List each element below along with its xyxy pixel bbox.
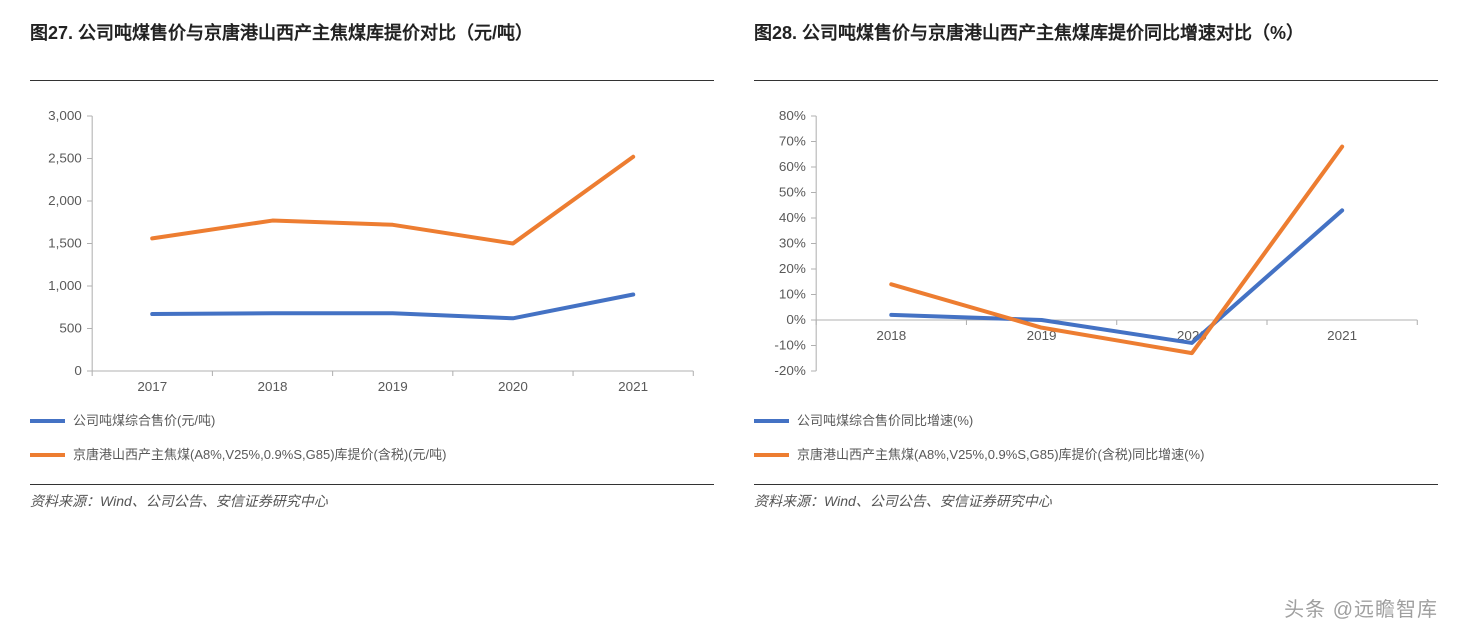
svg-text:2019: 2019: [378, 379, 408, 394]
svg-text:50%: 50%: [779, 185, 806, 200]
svg-text:20%: 20%: [779, 261, 806, 276]
svg-text:2021: 2021: [618, 379, 648, 394]
svg-text:10%: 10%: [779, 287, 806, 302]
legend-swatch: [30, 453, 65, 457]
chart-title-right: 图28. 公司吨煤售价与京唐港山西产主焦煤库提价同比增速对比（%）: [754, 20, 1438, 81]
right-panel: 图28. 公司吨煤售价与京唐港山西产主焦煤库提价同比增速对比（%） -20% -1…: [754, 20, 1438, 511]
legend-right: 公司吨煤综合售价同比增速(%) 京唐港山西产主焦煤(A8%,V25%,0.9%S,…: [754, 411, 1438, 478]
legend-item: 公司吨煤综合售价同比增速(%): [754, 411, 1438, 431]
legend-swatch: [30, 419, 65, 423]
svg-text:-20%: -20%: [774, 363, 806, 378]
source-left: 资料来源：Wind、公司公告、安信证券研究中心: [30, 484, 714, 511]
svg-text:30%: 30%: [779, 236, 806, 251]
svg-text:2,000: 2,000: [48, 193, 82, 208]
legend-label: 京唐港山西产主焦煤(A8%,V25%,0.9%S,G85)库提价(含税)同比增速…: [797, 445, 1438, 465]
svg-text:500: 500: [59, 321, 81, 336]
svg-text:40%: 40%: [779, 210, 806, 225]
legend-label: 公司吨煤综合售价(元/吨): [73, 411, 714, 431]
svg-text:0: 0: [74, 363, 81, 378]
svg-text:2021: 2021: [1327, 328, 1357, 343]
legend-swatch: [754, 419, 789, 423]
svg-text:-10%: -10%: [774, 338, 806, 353]
legend-item: 公司吨煤综合售价(元/吨): [30, 411, 714, 431]
svg-text:2020: 2020: [498, 379, 528, 394]
svg-text:2,500: 2,500: [48, 151, 82, 166]
svg-text:80%: 80%: [779, 108, 806, 123]
watermark: 头条 @远瞻智库: [1284, 593, 1438, 622]
svg-text:1,000: 1,000: [48, 278, 82, 293]
svg-text:60%: 60%: [779, 159, 806, 174]
svg-text:2018: 2018: [258, 379, 288, 394]
legend-label: 京唐港山西产主焦煤(A8%,V25%,0.9%S,G85)库提价(含税)(元/吨…: [73, 445, 714, 465]
svg-text:2017: 2017: [137, 379, 167, 394]
legend-item: 京唐港山西产主焦煤(A8%,V25%,0.9%S,G85)库提价(含税)同比增速…: [754, 445, 1438, 465]
legend-item: 京唐港山西产主焦煤(A8%,V25%,0.9%S,G85)库提价(含税)(元/吨…: [30, 445, 714, 465]
chart-left: 0 500 1,000 1,500 2,000 2,500 3,000 2017 2018 201…: [30, 101, 714, 401]
svg-text:1,500: 1,500: [48, 236, 82, 251]
svg-text:3,000: 3,000: [48, 108, 82, 123]
svg-text:0%: 0%: [786, 312, 806, 327]
chart-right: -20% -10% 0% 10% 20% 30% 40% 50% 60% 70% 80% 2018 20…: [754, 101, 1438, 401]
left-panel: 图27. 公司吨煤售价与京唐港山西产主焦煤库提价对比（元/吨） 0 500 1,00…: [30, 20, 714, 511]
chart-title-left: 图27. 公司吨煤售价与京唐港山西产主焦煤库提价对比（元/吨）: [30, 20, 714, 81]
source-right: 资料来源：Wind、公司公告、安信证券研究中心: [754, 484, 1438, 511]
svg-text:2018: 2018: [876, 328, 906, 343]
legend-swatch: [754, 453, 789, 457]
svg-text:70%: 70%: [779, 134, 806, 149]
legend-left: 公司吨煤综合售价(元/吨) 京唐港山西产主焦煤(A8%,V25%,0.9%S,G8…: [30, 411, 714, 478]
legend-label: 公司吨煤综合售价同比增速(%): [797, 411, 1438, 431]
